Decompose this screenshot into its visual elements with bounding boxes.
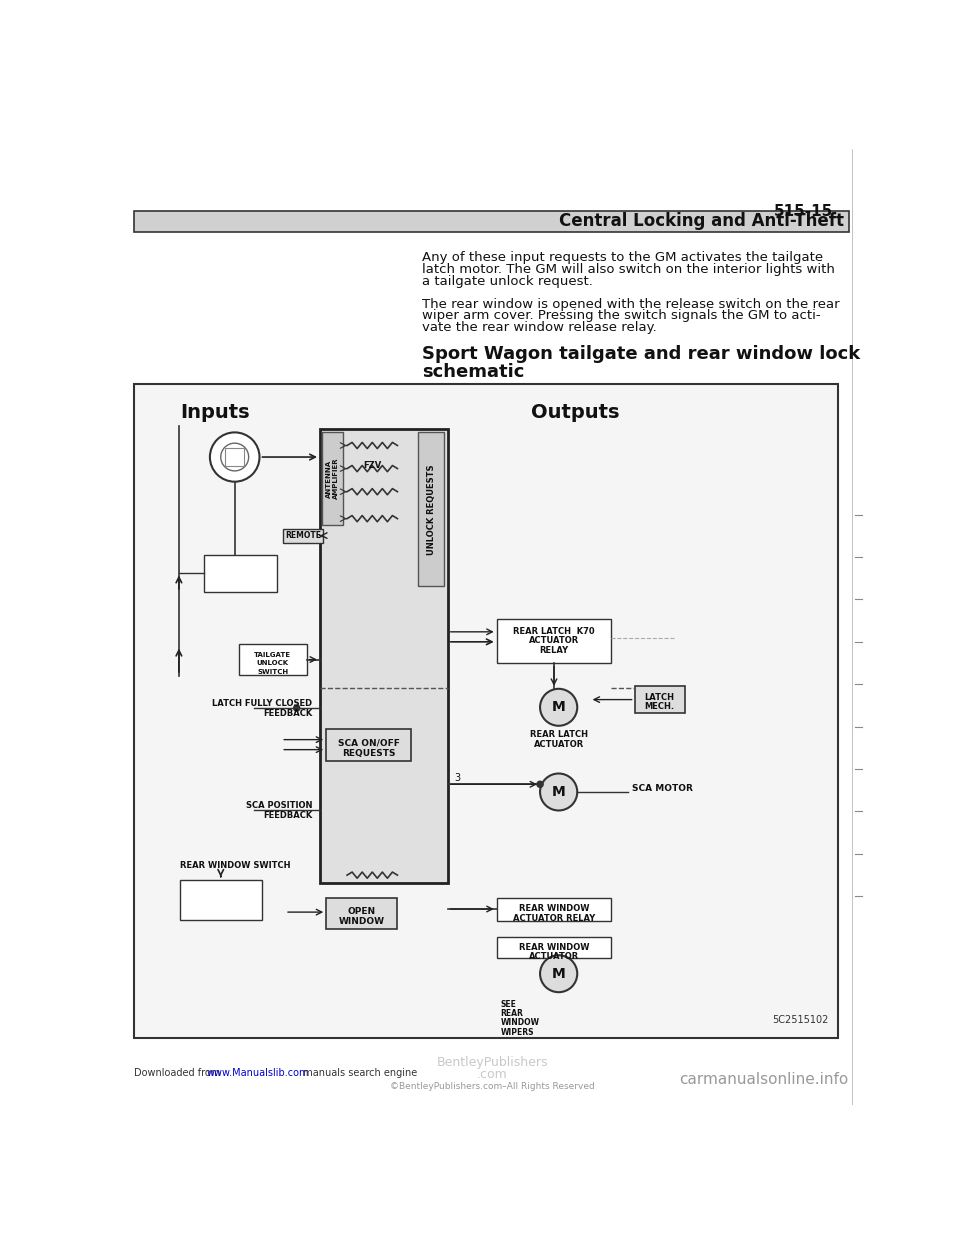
Bar	[320, 428, 447, 883]
Text: SWITCH: SWITCH	[257, 668, 288, 674]
Text: REAR WINDOW: REAR WINDOW	[518, 943, 589, 951]
Circle shape	[540, 955, 577, 992]
Bar	[204, 555, 277, 591]
Circle shape	[210, 432, 259, 482]
Text: carmanualsonline.info: carmanualsonline.info	[680, 1072, 849, 1087]
Bar	[496, 936, 612, 959]
Text: The rear window is opened with the release switch on the rear: The rear window is opened with the relea…	[422, 298, 840, 310]
Text: ACTUATOR: ACTUATOR	[529, 636, 579, 646]
Text: a tailgate unlock request.: a tailgate unlock request.	[422, 274, 593, 288]
Bar	[180, 879, 262, 920]
Text: ANTENNA
AMPLIFIER: ANTENNA AMPLIFIER	[325, 458, 339, 499]
Text: M: M	[552, 785, 565, 799]
Bar	[239, 645, 307, 674]
Text: M: M	[552, 966, 565, 981]
Text: Any of these input requests to the GM activates the tailgate: Any of these input requests to the GM ac…	[422, 251, 824, 265]
Text: Sport Wagon tailgate and rear window lock: Sport Wagon tailgate and rear window loc…	[422, 345, 860, 364]
Text: LATCH: LATCH	[644, 693, 674, 703]
Bar	[322, 432, 344, 525]
Text: TAILGATE: TAILGATE	[254, 652, 291, 658]
Bar	[496, 619, 612, 663]
Text: www.Manualslib.com: www.Manualslib.com	[206, 1068, 309, 1078]
Text: SEE: SEE	[500, 1000, 516, 1009]
Text: ACTUATOR: ACTUATOR	[529, 953, 579, 961]
Text: Outputs: Outputs	[532, 404, 620, 422]
Text: LATCH FULLY CLOSED: LATCH FULLY CLOSED	[212, 699, 312, 708]
Text: REQUESTS: REQUESTS	[342, 749, 396, 758]
Text: Downloaded from: Downloaded from	[134, 1068, 224, 1078]
Text: manuals search engine: manuals search engine	[297, 1068, 417, 1078]
Text: 515-15: 515-15	[774, 205, 833, 220]
Bar	[134, 211, 849, 232]
Text: REAR WINDOW SWITCH: REAR WINDOW SWITCH	[180, 862, 291, 871]
Text: 5C2515102: 5C2515102	[772, 1015, 828, 1025]
Text: WINDOW: WINDOW	[339, 918, 385, 927]
Text: SCA ON/OFF: SCA ON/OFF	[338, 739, 399, 748]
Text: MECH.: MECH.	[644, 702, 675, 710]
Text: ACTUATOR: ACTUATOR	[534, 740, 584, 749]
Circle shape	[540, 689, 577, 725]
Bar	[635, 686, 685, 713]
Text: SCA POSITION: SCA POSITION	[246, 801, 312, 810]
Circle shape	[294, 705, 300, 712]
Text: FEEDBACK: FEEDBACK	[263, 709, 312, 718]
Bar	[226, 448, 244, 466]
Text: FZV: FZV	[364, 461, 382, 469]
Text: Inputs: Inputs	[180, 404, 251, 422]
Text: latch motor. The GM will also switch on the interior lights with: latch motor. The GM will also switch on …	[422, 263, 835, 276]
Text: ACTUATOR RELAY: ACTUATOR RELAY	[513, 914, 595, 923]
Text: REAR LATCH  K70: REAR LATCH K70	[514, 627, 595, 636]
Bar	[326, 729, 412, 761]
Text: WINDOW: WINDOW	[500, 1018, 540, 1027]
Text: WIPERS: WIPERS	[500, 1027, 534, 1037]
Text: UNLOCK REQUESTS: UNLOCK REQUESTS	[427, 465, 436, 555]
Text: REAR WINDOW: REAR WINDOW	[518, 904, 589, 913]
Circle shape	[540, 774, 577, 811]
Bar	[326, 898, 397, 929]
Text: RELAY: RELAY	[540, 646, 568, 655]
Text: REMOTE: REMOTE	[285, 532, 321, 540]
Circle shape	[221, 443, 249, 471]
Text: FEEDBACK: FEEDBACK	[263, 811, 312, 820]
Circle shape	[537, 781, 543, 787]
Text: BentleyPublishers: BentleyPublishers	[436, 1056, 548, 1069]
Text: UNLOCK: UNLOCK	[256, 661, 289, 666]
Text: REAR LATCH: REAR LATCH	[530, 730, 588, 739]
Text: OPEN: OPEN	[348, 908, 376, 917]
Text: REAR: REAR	[500, 1010, 523, 1018]
Text: ©BentleyPublishers.com–All Rights Reserved: ©BentleyPublishers.com–All Rights Reserv…	[390, 1082, 594, 1092]
Text: M: M	[552, 700, 565, 714]
Text: 3: 3	[454, 773, 460, 784]
Bar	[283, 529, 324, 543]
Text: SCA MOTOR: SCA MOTOR	[633, 784, 693, 792]
Bar	[496, 898, 612, 922]
Text: Central Locking and Anti-Theft: Central Locking and Anti-Theft	[559, 212, 844, 231]
Bar	[419, 432, 444, 586]
Bar	[134, 384, 838, 1038]
Text: .com: .com	[476, 1068, 508, 1081]
Text: vate the rear window release relay.: vate the rear window release relay.	[422, 320, 657, 334]
Text: wiper arm cover. Pressing the switch signals the GM to acti-: wiper arm cover. Pressing the switch sig…	[422, 309, 821, 322]
Text: schematic: schematic	[422, 363, 524, 381]
